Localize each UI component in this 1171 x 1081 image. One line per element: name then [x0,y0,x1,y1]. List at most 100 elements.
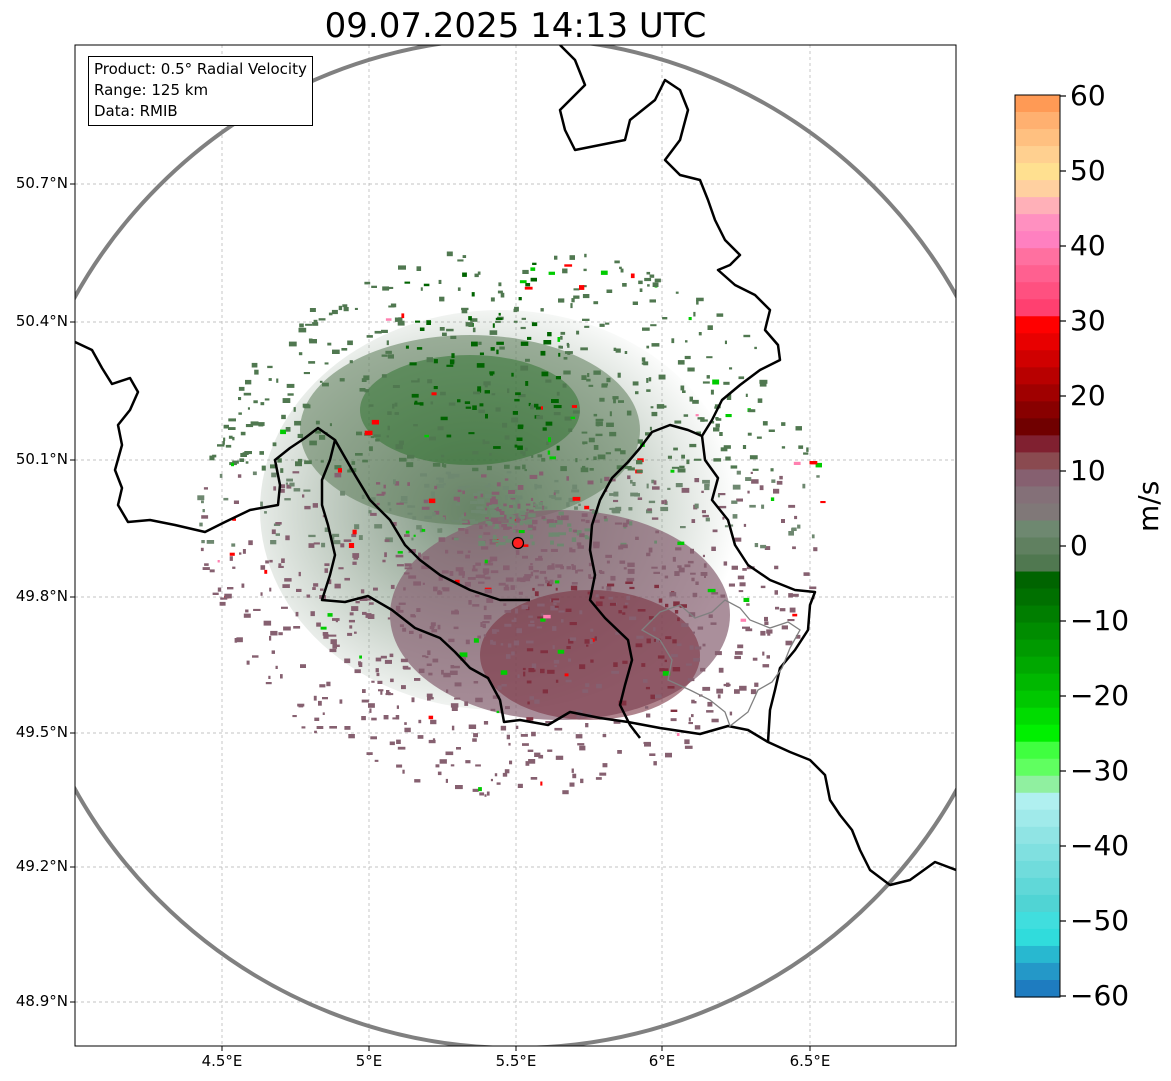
echo-pixel [348,619,355,623]
echo-pixel [692,592,698,598]
echo-pixel [789,607,796,613]
echo-pixel [395,605,401,611]
echo-pixel [199,522,203,527]
echo-pixel [392,403,395,409]
echo-pixel [438,477,444,483]
echo-pixel [332,349,340,354]
echo-pixel [635,391,639,395]
echo-pixel [527,527,533,531]
echo-pixel [554,520,558,523]
echo-pixel [558,298,565,303]
echo-pixel [595,421,603,427]
echo-pixel [428,739,436,744]
echo-pixel [691,699,695,704]
echo-pixel [433,386,438,390]
echo-pixel [713,458,722,462]
echo-pixel [672,639,677,644]
echo-pixel [202,509,205,513]
echo-pixel [552,645,555,649]
echo-pixel [517,783,523,788]
echo-pixel [514,306,519,312]
echo-pixel [271,650,275,654]
echo-pixel [734,689,740,694]
echo-pixel [560,515,569,521]
echo-pixel [420,473,427,477]
echo-pixel [245,424,254,428]
echo-pixel [781,625,788,630]
echo-pixel [238,412,242,415]
echo-pixel [419,634,423,639]
echo-pixel [252,471,257,476]
echo-pixel [478,540,486,546]
echo-pixel [390,303,397,308]
radar-site-marker [511,536,525,550]
echo-pixel [641,357,646,362]
echo-pixel [630,492,638,497]
echo-pixel [506,524,509,527]
echo-pixel [752,657,758,661]
echo-pixel [319,684,326,688]
echo-pixel [811,534,815,539]
echo-pixel [449,571,454,576]
echo-pixel [635,643,643,648]
echo-pixel [298,571,301,577]
echo-pixel [774,565,779,570]
echo-pixel [644,742,651,747]
echo-pixel [308,338,313,342]
echo-pixel [442,462,444,467]
echo-pixel [246,660,250,665]
echo-pixel [402,627,407,632]
echo-pixel [288,341,297,347]
echo-pixel [371,419,379,425]
echo-pixel [552,532,560,537]
echo-pixel [622,612,626,615]
echo-pixel [700,667,706,672]
echo-pixel [334,465,342,470]
echo-pixel [492,323,495,328]
echo-pixel [445,778,448,783]
echo-pixel [658,374,666,380]
echo-pixel [750,471,753,474]
echo-pixel [642,327,650,331]
echo-pixel [339,378,345,382]
colorbar-segment [1015,537,1060,556]
echo-pixel [398,440,404,445]
echo-pixel [806,447,809,452]
echo-pixel [653,627,656,632]
echo-pixel [387,502,391,506]
colorbar-segment [1015,775,1060,794]
echo-pixel [422,582,425,585]
echo-pixel [723,683,731,687]
echo-pixel [513,529,519,533]
echo-pixel [455,567,464,572]
echo-pixel [484,588,492,594]
echo-pixel [613,662,618,667]
echo-pixel [543,614,551,619]
echo-pixel [803,452,809,455]
echo-pixel [588,437,595,443]
echo-pixel [462,574,465,578]
echo-pixel [482,441,490,444]
echo-pixel [549,579,554,585]
echo-pixel [742,445,747,449]
echo-pixel [605,554,612,558]
echo-pixel [615,506,622,512]
echo-pixel [553,492,556,497]
echo-pixel [271,472,277,478]
echo-pixel [759,382,767,387]
echo-pixel [429,436,436,441]
echo-pixel [548,522,556,528]
echo-pixel [473,391,481,395]
echo-pixel [535,406,543,410]
echo-pixel [494,512,500,517]
echo-pixel [739,582,746,587]
echo-pixel [563,370,571,375]
echo-pixel [437,771,442,776]
echo-pixel [509,495,517,498]
echo-pixel [524,286,533,290]
echo-pixel [692,631,695,634]
echo-pixel [236,637,243,643]
echo-pixel [298,327,307,333]
echo-pixel [815,462,822,468]
echo-pixel [245,379,252,385]
